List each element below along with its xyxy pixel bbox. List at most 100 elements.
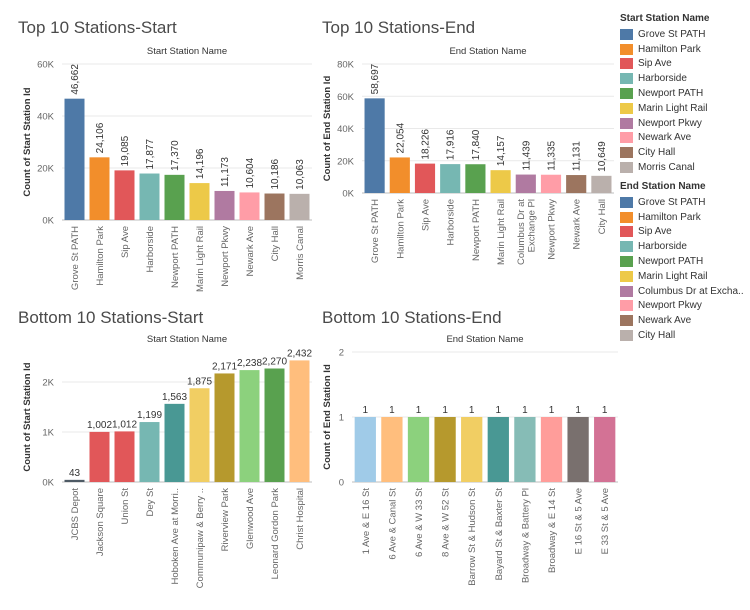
legend-end-item[interactable]: Hamilton Park xyxy=(620,210,750,225)
bar[interactable] xyxy=(114,170,135,220)
bar[interactable] xyxy=(566,175,587,193)
bar[interactable] xyxy=(540,417,563,482)
data-label: 1 xyxy=(496,405,502,416)
data-label: 17,877 xyxy=(145,138,156,169)
bar[interactable] xyxy=(264,193,285,220)
legend-end-item[interactable]: Grove St PATH xyxy=(620,195,750,210)
legend-start-title: Start Station Name xyxy=(620,13,710,24)
bar[interactable] xyxy=(514,417,536,482)
x-tick-label: 6 Ave & W 33 St xyxy=(414,488,425,557)
data-label: 11,439 xyxy=(521,140,532,170)
legend-start-swatch xyxy=(620,28,633,40)
legend-end-item[interactable]: Marin Light Rail xyxy=(620,269,750,284)
y-tick-label: 2K xyxy=(42,378,54,389)
legend-start-label: Grove St PATH xyxy=(638,28,706,40)
bar[interactable] xyxy=(465,164,486,193)
data-label: 2,270 xyxy=(262,357,287,368)
legend-start: Start Station Name Grove St PATH Hamilton… xyxy=(620,13,750,175)
legend-end-item[interactable]: Columbus Dr at Excha.. xyxy=(620,284,750,299)
y-tick-label: 1K xyxy=(42,428,54,439)
bar[interactable] xyxy=(490,170,511,193)
legend-end-item[interactable]: City Hall xyxy=(620,328,750,343)
bar[interactable] xyxy=(239,192,260,220)
legend-end-label: City Hall xyxy=(638,330,676,342)
data-label: 1,563 xyxy=(162,392,187,403)
legend-end-item[interactable]: Sip Ave xyxy=(620,225,750,240)
x-tick-label: Grove St PATH xyxy=(370,199,381,263)
legend-end-title: End Station Name xyxy=(620,181,706,192)
legend-start-swatch xyxy=(620,88,633,100)
x-tick-label: City Hall xyxy=(270,226,281,261)
bar[interactable] xyxy=(440,164,461,193)
bar[interactable] xyxy=(64,479,85,482)
legend-start-label: Morris Canal xyxy=(638,162,695,174)
data-label: 1 xyxy=(416,405,422,416)
x-tick-label: Newport PATH xyxy=(170,226,181,288)
bar[interactable] xyxy=(364,98,385,193)
bar[interactable] xyxy=(594,417,616,482)
legend-start-item[interactable]: Hamilton Park xyxy=(620,42,750,57)
x-tick-label: E 33 St & 5 Ave xyxy=(600,488,611,554)
x-tick-label: Union St xyxy=(120,488,131,525)
y-axis-label: Count of End Station Id xyxy=(322,364,333,470)
bar[interactable] xyxy=(214,190,235,220)
bar[interactable] xyxy=(189,388,210,482)
legend-start-item[interactable]: Morris Canal xyxy=(620,160,750,175)
bar[interactable] xyxy=(461,417,483,482)
legend-start-item[interactable]: Marin Light Rail xyxy=(620,101,750,116)
data-label: 24,106 xyxy=(95,122,106,153)
bar[interactable] xyxy=(354,417,376,482)
bar[interactable] xyxy=(414,163,436,193)
legend-start-item[interactable]: City Hall xyxy=(620,145,750,160)
chart-title-bottom-end: Bottom 10 Stations-End xyxy=(322,308,502,327)
legend-start-item[interactable]: Sip Ave xyxy=(620,57,750,72)
legend-end-label: Sip Ave xyxy=(638,226,672,238)
bar[interactable] xyxy=(164,403,185,482)
bar[interactable] xyxy=(487,417,509,482)
bar[interactable] xyxy=(289,193,310,220)
legend-end-item[interactable]: Newark Ave xyxy=(620,313,750,328)
bar[interactable] xyxy=(381,417,403,482)
data-label: 46,662 xyxy=(70,64,81,95)
bar[interactable] xyxy=(214,373,235,482)
legend-end-item[interactable]: Harborside xyxy=(620,239,750,254)
bar[interactable] xyxy=(434,417,456,482)
bar[interactable] xyxy=(114,431,135,482)
legend-end-item[interactable]: Newport PATH xyxy=(620,254,750,269)
y-tick-label: 40K xyxy=(337,124,355,135)
bar[interactable] xyxy=(389,157,410,193)
legend-start-item[interactable]: Newport PATH xyxy=(620,86,750,101)
bar[interactable] xyxy=(139,173,160,220)
bar[interactable] xyxy=(64,98,85,220)
legend-end-item[interactable]: Newport Pkwy xyxy=(620,299,750,314)
bar[interactable] xyxy=(515,174,536,193)
x-tick-label: Marin Light Rail xyxy=(195,226,206,292)
bar[interactable] xyxy=(407,417,430,482)
y-tick-label: 0K xyxy=(42,478,54,489)
bar[interactable] xyxy=(289,360,310,482)
x-tick-label: Christ Hospital xyxy=(295,488,306,550)
legend-start-item[interactable]: Newport Pkwy xyxy=(620,116,750,131)
legend-end-swatch xyxy=(620,241,633,253)
bar[interactable] xyxy=(164,174,185,220)
data-label: 11,131 xyxy=(572,141,583,171)
legend-start-item[interactable]: Newark Ave xyxy=(620,131,750,146)
legend-start-item[interactable]: Grove St PATH xyxy=(620,27,750,42)
bar[interactable] xyxy=(239,370,260,482)
legend-end-label: Harborside xyxy=(638,241,687,253)
legend-start-swatch xyxy=(620,162,633,174)
legend-end-swatch xyxy=(620,211,633,223)
bar[interactable] xyxy=(567,417,589,482)
bar[interactable] xyxy=(540,174,562,193)
bar[interactable] xyxy=(89,157,110,220)
bar[interactable] xyxy=(189,183,210,220)
bar[interactable] xyxy=(89,431,110,482)
bar[interactable] xyxy=(139,422,160,482)
legend-start-item[interactable]: Harborside xyxy=(620,71,750,86)
bar[interactable] xyxy=(264,368,285,483)
legend-end-swatch xyxy=(620,285,633,297)
legend-start-label: Marin Light Rail xyxy=(638,102,708,114)
legend-start-label: Newport PATH xyxy=(638,88,704,100)
legend-end-label: Grove St PATH xyxy=(638,196,706,208)
bar[interactable] xyxy=(591,175,612,193)
